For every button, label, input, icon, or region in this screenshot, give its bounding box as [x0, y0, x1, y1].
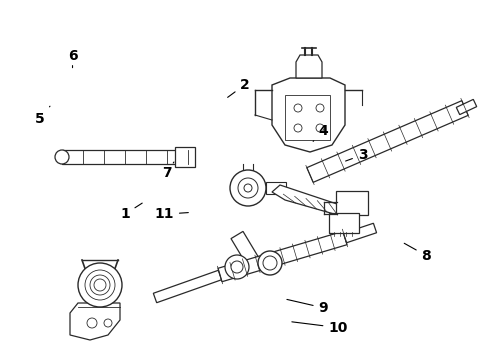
Circle shape: [316, 124, 324, 132]
Circle shape: [78, 263, 122, 307]
Polygon shape: [307, 101, 468, 183]
Circle shape: [94, 279, 106, 291]
Polygon shape: [285, 95, 330, 140]
Circle shape: [294, 104, 302, 112]
Text: 1: 1: [120, 203, 142, 221]
Text: 10: 10: [292, 321, 348, 334]
Circle shape: [55, 150, 69, 164]
Circle shape: [263, 256, 277, 270]
Circle shape: [90, 275, 110, 295]
Circle shape: [244, 184, 252, 192]
Text: 9: 9: [287, 300, 328, 315]
Circle shape: [316, 104, 324, 112]
Polygon shape: [343, 223, 377, 243]
Text: 6: 6: [68, 49, 77, 68]
Polygon shape: [266, 182, 286, 194]
Polygon shape: [62, 150, 188, 164]
Polygon shape: [218, 231, 347, 282]
Text: 5: 5: [35, 106, 50, 126]
Text: 7: 7: [162, 162, 174, 180]
Polygon shape: [231, 231, 258, 264]
Text: 2: 2: [228, 78, 250, 97]
Polygon shape: [272, 185, 358, 218]
Polygon shape: [175, 147, 195, 167]
Text: 11: 11: [154, 207, 188, 221]
Polygon shape: [272, 78, 345, 152]
Polygon shape: [153, 270, 221, 303]
Text: 3: 3: [345, 148, 368, 162]
Text: 4: 4: [313, 125, 328, 141]
Polygon shape: [456, 99, 477, 114]
Circle shape: [294, 124, 302, 132]
Circle shape: [87, 318, 97, 328]
FancyBboxPatch shape: [329, 213, 359, 233]
Polygon shape: [70, 303, 120, 340]
Circle shape: [85, 270, 115, 300]
Circle shape: [230, 170, 266, 206]
Circle shape: [225, 255, 249, 279]
Circle shape: [104, 319, 112, 327]
Text: 8: 8: [404, 243, 431, 262]
Circle shape: [258, 251, 282, 275]
FancyBboxPatch shape: [336, 191, 368, 215]
Polygon shape: [296, 55, 322, 78]
Circle shape: [231, 261, 243, 273]
Circle shape: [238, 178, 258, 198]
